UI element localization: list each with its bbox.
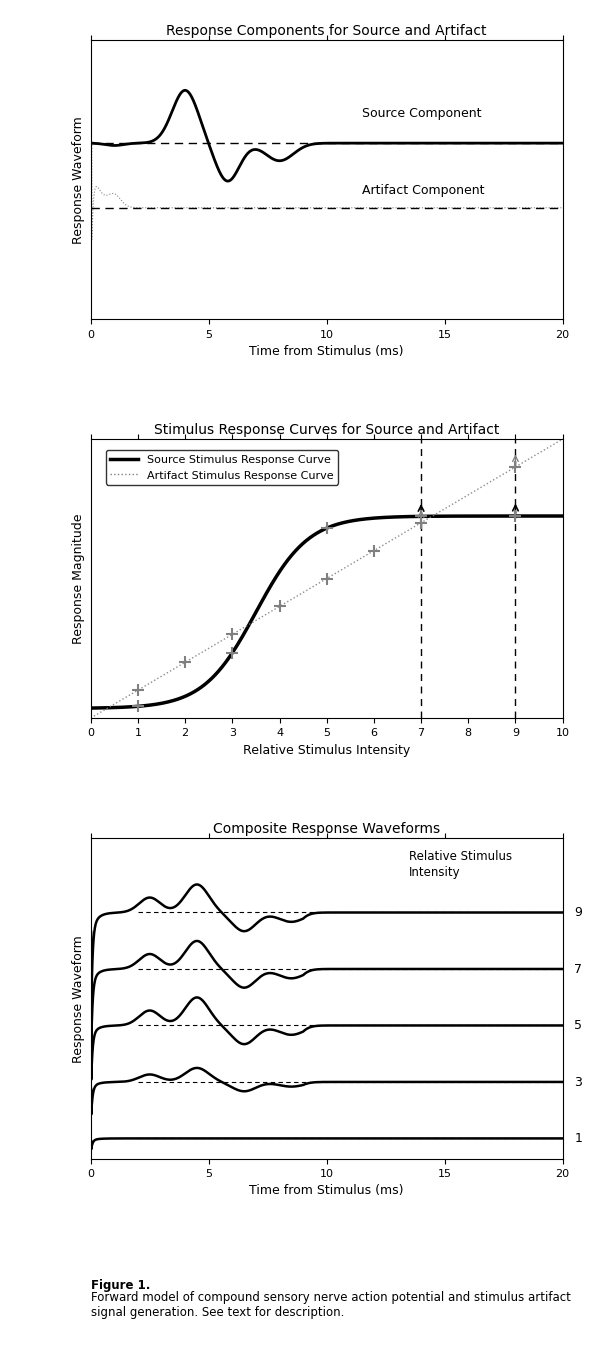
Text: 3: 3 (575, 1075, 583, 1089)
Y-axis label: Response Magnitude: Response Magnitude (72, 513, 85, 644)
Text: Relative Stimulus
Intensity: Relative Stimulus Intensity (409, 851, 512, 879)
Text: Forward model of compound sensory nerve action potential and stimulus artifact
s: Forward model of compound sensory nerve … (91, 1290, 571, 1317)
Title: Composite Response Waveforms: Composite Response Waveforms (213, 822, 440, 836)
Text: 7: 7 (575, 962, 583, 976)
X-axis label: Time from Stimulus (ms): Time from Stimulus (ms) (249, 344, 404, 358)
Text: Source Component: Source Component (362, 108, 482, 120)
X-axis label: Relative Stimulus Intensity: Relative Stimulus Intensity (243, 743, 410, 757)
Y-axis label: Response Waveform: Response Waveform (72, 935, 85, 1062)
Title: Stimulus Response Curves for Source and Artifact: Stimulus Response Curves for Source and … (154, 423, 499, 437)
Legend: Source Stimulus Response Curve, Artifact Stimulus Response Curve: Source Stimulus Response Curve, Artifact… (106, 450, 338, 485)
Text: 9: 9 (575, 906, 583, 919)
Text: Figure 1.: Figure 1. (91, 1278, 150, 1292)
Text: 5: 5 (575, 1019, 583, 1032)
Text: 1: 1 (575, 1132, 583, 1145)
X-axis label: Time from Stimulus (ms): Time from Stimulus (ms) (249, 1184, 404, 1196)
Y-axis label: Response Waveform: Response Waveform (72, 117, 85, 244)
Text: Artifact Component: Artifact Component (362, 184, 485, 196)
Title: Response Components for Source and Artifact: Response Components for Source and Artif… (166, 24, 487, 38)
